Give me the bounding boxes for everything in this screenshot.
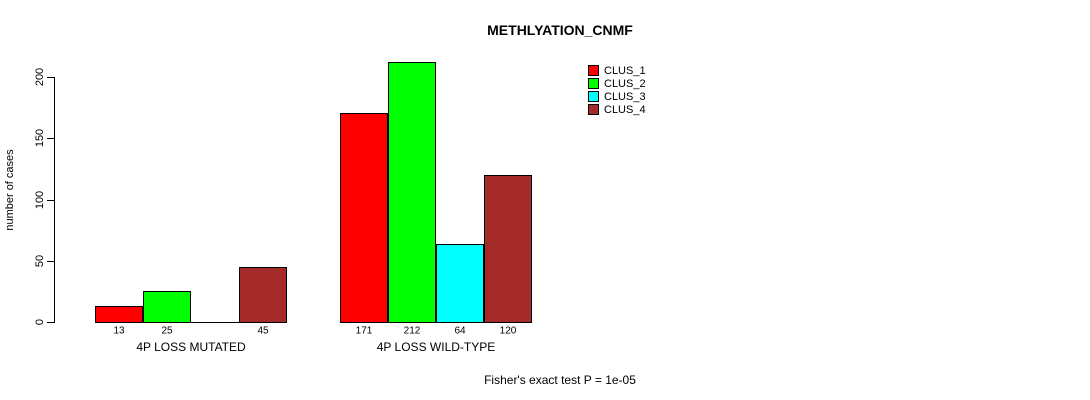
legend-item: CLUS_1 [588, 64, 646, 77]
legend-swatch-clus-4 [588, 104, 599, 115]
y-axis-tick [47, 200, 54, 201]
category-label-wild-type: 4P LOSS WILD-TYPE [376, 340, 496, 354]
legend-swatch-clus-2 [588, 78, 599, 89]
bar-clus-1-group-2 [340, 113, 388, 323]
bar-clus-1-group-1 [95, 306, 143, 323]
y-axis-title: number of cases [4, 149, 16, 231]
legend-swatch-clus-1 [588, 65, 599, 76]
y-axis-tick [47, 77, 54, 78]
legend-label: CLUS_1 [604, 64, 646, 77]
legend-label: CLUS_4 [604, 103, 646, 116]
bar-clus-2-group-1 [143, 291, 191, 323]
legend-item: CLUS_4 [588, 103, 646, 116]
bar-value-label: 212 [403, 325, 421, 337]
category-label-mutated: 4P LOSS MUTATED [136, 340, 246, 354]
bar-value-label: 64 [454, 325, 466, 337]
legend-label: CLUS_3 [604, 90, 646, 103]
y-axis-tick-label: 0 [34, 318, 46, 326]
y-axis-tick-label: 200 [34, 67, 46, 87]
bar-clus-4-group-1 [239, 267, 287, 323]
y-axis-tick [47, 322, 54, 323]
legend-item: CLUS_3 [588, 90, 646, 103]
bar-value-label: 25 [161, 325, 173, 337]
bar-value-label: 13 [113, 325, 125, 337]
legend-swatch-clus-3 [588, 91, 599, 102]
y-axis-tick-label: 150 [34, 128, 46, 148]
bar-value-label: 171 [355, 325, 373, 337]
bar-clus-4-group-2 [484, 175, 532, 323]
chart-title: METHLYATION_CNMF [487, 22, 633, 38]
legend-label: CLUS_2 [604, 77, 646, 90]
bar-clus-2-group-2 [388, 62, 436, 323]
y-axis-tick-label: 100 [34, 190, 46, 210]
bar-value-label: 120 [499, 325, 517, 337]
legend-item: CLUS_2 [588, 77, 646, 90]
bar-clus-3-group-2 [436, 244, 484, 323]
legend: CLUS_1 CLUS_2 CLUS_3 CLUS_4 [588, 64, 646, 116]
chart-footnote: Fisher's exact test P = 1e-05 [484, 373, 636, 387]
y-axis-tick [47, 138, 54, 139]
zero-bar-clus-3-group-1 [191, 322, 239, 323]
y-axis-line [54, 77, 55, 323]
y-axis-tick-label: 50 [34, 254, 46, 268]
bar-value-label: 45 [257, 325, 269, 337]
y-axis-tick [47, 261, 54, 262]
